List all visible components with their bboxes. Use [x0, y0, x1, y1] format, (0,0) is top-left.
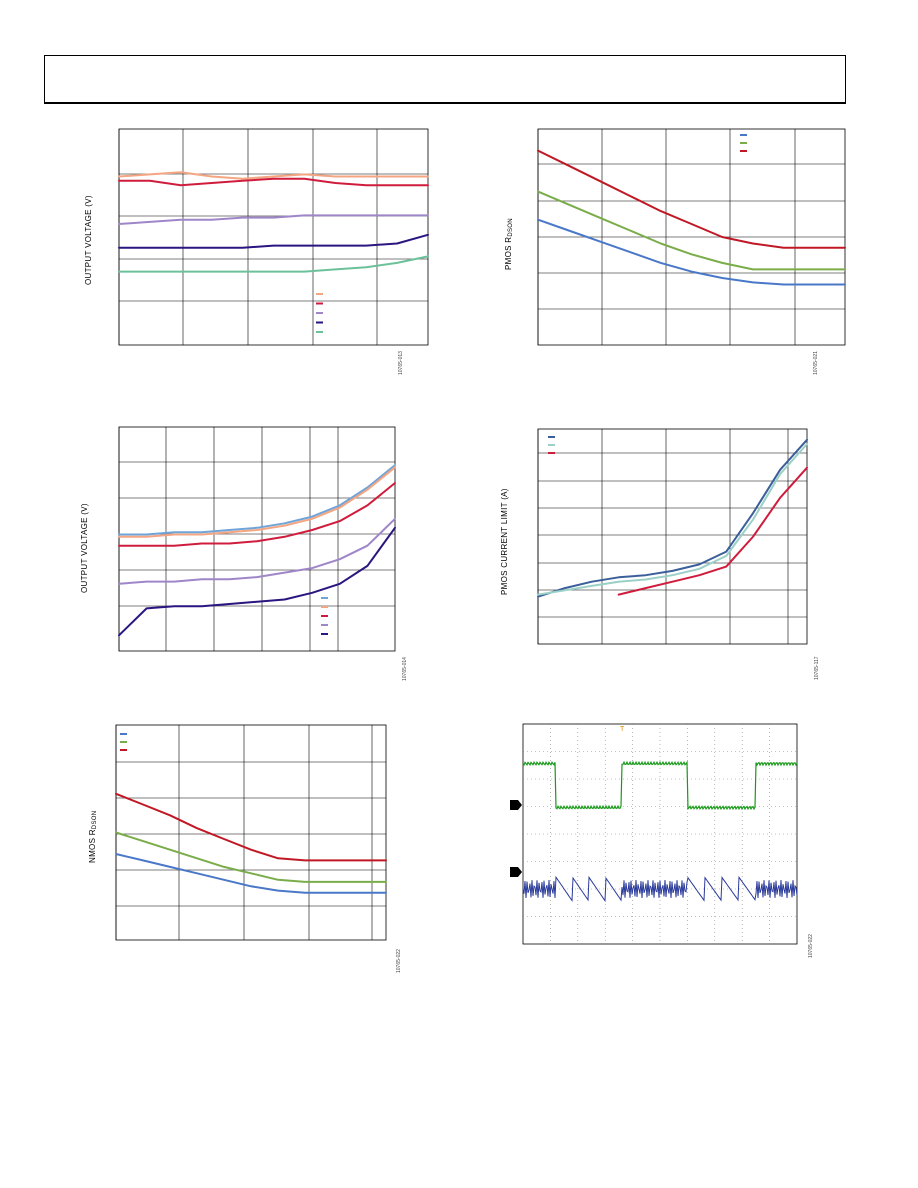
series-line-2 — [537, 443, 808, 596]
chart-panel-output-voltage-1: OUTPUT VOLTAGE (V) 10765-013 — [80, 120, 429, 380]
scope-trace-ramp — [522, 875, 798, 903]
plot-frame — [537, 428, 808, 645]
page-header-box — [44, 55, 846, 104]
series-line-2 — [537, 190, 846, 271]
plot-frame — [115, 724, 387, 941]
channel-2-marker — [510, 867, 522, 877]
figure-id: 10765-022 — [808, 934, 814, 958]
series-line-5 — [118, 526, 396, 637]
series-line-3 — [118, 214, 429, 225]
plot-frame — [118, 426, 396, 652]
series-line-3 — [537, 149, 846, 249]
chart-panel-pmos-rdson: PMOS RDSON 10765-021 — [500, 120, 846, 380]
plot-frame — [118, 128, 429, 346]
figure-id: 10765-021 — [813, 351, 819, 375]
series-line-4 — [118, 233, 429, 249]
trigger-marker: T — [620, 726, 625, 733]
figure-id: 10765-013 — [398, 351, 404, 375]
chart-plot — [537, 128, 846, 346]
series-line-3 — [115, 792, 387, 862]
series-line-4 — [118, 517, 396, 585]
series-line-2 — [115, 831, 387, 883]
chart-panel-pmos-current-limit: PMOS CURRENT LIMIT (A) 10765-117 — [496, 418, 840, 688]
series-line-1 — [115, 853, 387, 894]
chart-plot — [118, 128, 429, 346]
chart-plot — [118, 426, 396, 652]
series-line-3 — [118, 482, 396, 547]
chart-plot — [537, 428, 808, 645]
scope-trace-square — [522, 760, 798, 811]
scope-plot: T — [510, 723, 798, 945]
figure-id: 10765-117 — [814, 656, 820, 680]
chart-panel-output-voltage-2: OUTPUT VOLTAGE (V) 10765-014 — [76, 418, 420, 688]
series-line-1 — [118, 464, 396, 536]
figure-id: 10765-014 — [402, 657, 408, 681]
series-line-3 — [617, 466, 808, 596]
series-line-1 — [537, 218, 846, 286]
figure-id: 10765-022 — [396, 949, 402, 973]
series-line-2 — [118, 466, 396, 538]
series-line-1 — [537, 438, 808, 598]
channel-1-marker — [510, 800, 522, 810]
oscilloscope-panel: T 10765-022 — [500, 715, 840, 980]
series-line-1 — [118, 171, 429, 180]
chart-plot — [115, 724, 387, 941]
chart-panel-nmos-rdson: NMOS RDSON 10765-022 — [80, 715, 420, 980]
series-line-5 — [118, 255, 429, 273]
series-line-2 — [118, 177, 429, 187]
